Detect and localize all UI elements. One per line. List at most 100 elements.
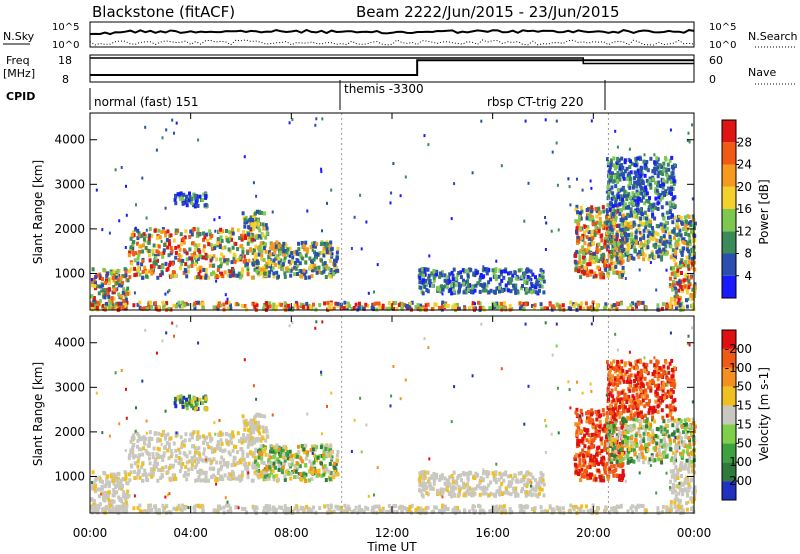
nsky-panel-frame <box>89 21 695 48</box>
power-echo <box>358 301 361 306</box>
velocity-echo <box>288 449 292 454</box>
velocity-echo <box>191 444 194 449</box>
power-echo <box>614 129 617 133</box>
power-echo <box>493 302 497 307</box>
velocity-echo <box>583 428 587 433</box>
velocity-echo <box>514 490 518 495</box>
power-echo <box>620 163 624 168</box>
velocity-echo <box>278 451 281 456</box>
power-echo <box>639 170 642 175</box>
power-echo <box>171 274 175 279</box>
velocity-echo <box>190 459 193 464</box>
power-echo <box>241 211 245 216</box>
velocity-echo <box>503 472 507 477</box>
velocity-echo <box>229 472 233 477</box>
velocity-echo <box>419 488 423 493</box>
power-echo <box>633 222 637 227</box>
velocity-echo <box>615 445 619 450</box>
velocity-echo <box>171 464 175 469</box>
power-echo <box>589 305 593 310</box>
power-echo <box>497 304 501 309</box>
power-echo <box>268 304 272 309</box>
power-echo <box>305 250 309 255</box>
power-echo <box>671 287 675 292</box>
velocity-echo <box>677 435 681 440</box>
power-echo <box>514 290 518 295</box>
power-echo <box>254 235 258 240</box>
power-echo <box>377 301 381 306</box>
power-echo <box>604 302 608 307</box>
power-echo <box>213 218 216 222</box>
velocity-echo <box>122 490 126 495</box>
power-echo <box>129 267 133 272</box>
velocity-echo <box>206 441 210 446</box>
power-echo <box>194 300 198 305</box>
velocity-echo <box>597 462 601 466</box>
power-echo <box>609 201 613 206</box>
power-echo <box>636 156 640 161</box>
power-echo <box>619 301 623 306</box>
power-echo <box>540 271 544 276</box>
velocity-echo <box>262 414 266 419</box>
velocity-echo <box>423 475 427 480</box>
velocity-echo <box>105 477 109 482</box>
power-echo <box>592 259 596 264</box>
velocity-echo <box>185 403 189 407</box>
power-echo <box>272 258 276 263</box>
power-echo <box>174 273 177 278</box>
power-echo <box>243 217 247 222</box>
power-echo <box>154 255 158 260</box>
power-echo <box>600 253 604 258</box>
power-echo <box>335 260 338 264</box>
velocity-echo <box>202 395 206 400</box>
power-echo <box>145 307 149 311</box>
power-echo <box>634 230 638 235</box>
velocity-echo <box>258 431 262 436</box>
power-echo <box>171 270 175 275</box>
power-echo <box>616 180 620 184</box>
power-echo <box>587 306 591 311</box>
power-echo <box>220 261 223 266</box>
power-echo <box>579 205 583 210</box>
velocity-echo <box>246 444 250 449</box>
power-echo <box>245 262 249 267</box>
power-echo <box>630 255 634 260</box>
velocity-echo <box>498 488 501 493</box>
power-echo <box>204 252 208 257</box>
power-echo <box>625 248 629 253</box>
velocity-echo <box>421 494 425 499</box>
power-echo <box>145 228 148 232</box>
power-echo <box>640 233 644 238</box>
power-echo <box>441 300 445 305</box>
power-echo <box>264 301 268 306</box>
power-echo <box>262 306 266 311</box>
power-echo <box>416 303 420 308</box>
power-echo <box>645 198 649 203</box>
power-echo <box>650 232 654 237</box>
power-echo <box>295 302 299 307</box>
velocity-echo <box>281 470 285 475</box>
power-echo <box>424 278 428 283</box>
power-echo <box>188 247 192 252</box>
power-echo <box>149 300 153 305</box>
power-echo <box>147 237 151 241</box>
velocity-echo <box>615 473 619 478</box>
power-echo <box>142 232 146 237</box>
power-echo <box>669 283 672 286</box>
power-echo <box>190 232 194 237</box>
velocity-echo <box>156 478 160 483</box>
power-echo <box>607 174 611 179</box>
power-echo <box>610 185 614 190</box>
velocity-echo <box>223 473 227 478</box>
power-echo <box>128 250 132 255</box>
velocity-echo <box>604 423 608 428</box>
velocity-echo <box>267 453 271 458</box>
velocity-echo <box>129 439 133 444</box>
velocity-echo <box>479 476 483 480</box>
power-echo <box>219 257 222 262</box>
power-echo <box>623 160 627 165</box>
power-echo <box>425 267 429 272</box>
velocity-echo <box>187 467 190 472</box>
power-echo <box>470 285 474 290</box>
power-echo <box>640 241 643 246</box>
